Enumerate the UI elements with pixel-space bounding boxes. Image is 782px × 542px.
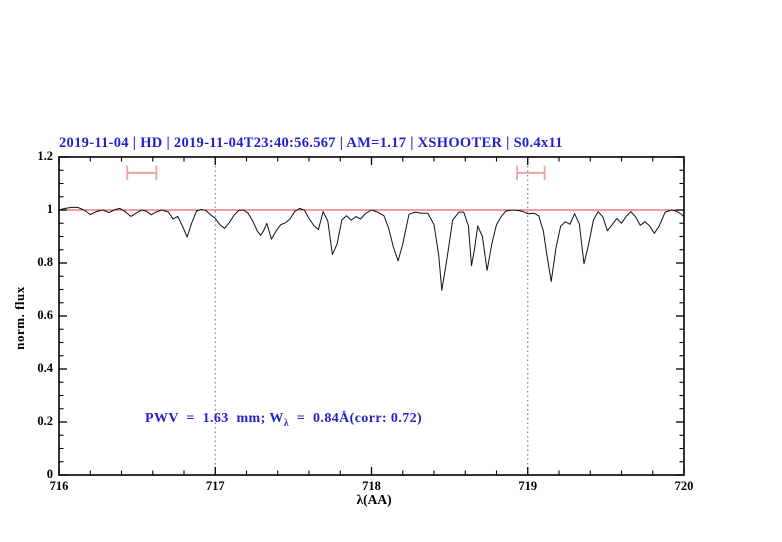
y-tick-label: 0.4: [37, 361, 53, 375]
y-tick-label: 1: [46, 202, 53, 216]
plot-title: 2019-11-04 | HD | 2019-11-04T23:40:56.56…: [59, 135, 563, 151]
y-tick-label: 0.2: [37, 414, 53, 428]
pwv-annotation-lambda-subscript: λ: [283, 417, 290, 429]
pwv-annotation-prefix: PWV = 1.63 mm; W: [145, 411, 284, 426]
y-tick-label: 0: [46, 467, 53, 481]
pwv-annotation-suffix: = 0.84Å(corr: 0.72): [289, 411, 423, 426]
y-tick-label: 0.8: [37, 255, 53, 269]
x-tick-label: 716: [49, 479, 69, 493]
spectrum-line: [58, 206, 685, 291]
x-tick-label: 718: [362, 479, 381, 493]
x-tick-label: 717: [205, 479, 225, 493]
x-tick-label: 720: [674, 479, 694, 493]
y-tick-label: 1.2: [37, 149, 53, 163]
pwv-annotation: PWV = 1.63 mm; Wλ = 0.84Å(corr: 0.72): [145, 411, 422, 429]
y-tick-label: 0.6: [37, 308, 53, 322]
x-tick-label: 719: [518, 479, 538, 493]
x-axis-label: λ(AA): [356, 492, 392, 507]
